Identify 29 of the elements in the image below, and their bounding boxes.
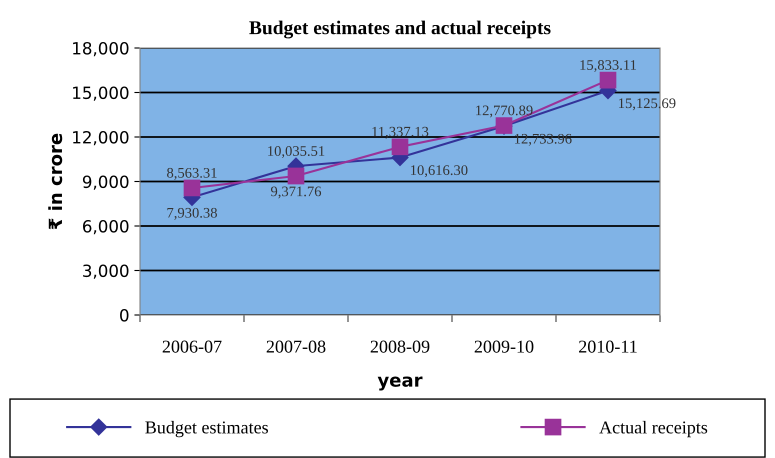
point	[184, 180, 200, 196]
data-label: 7,930.38	[167, 208, 217, 220]
x-tick-label: 2009-10	[474, 340, 534, 353]
y-tick-label: 9,000	[82, 175, 128, 190]
y-tick-label: 12,000	[73, 130, 128, 146]
data-label: 12,770.89	[476, 105, 533, 118]
y-tick-label: 15,000	[73, 86, 128, 101]
data-label: 8,563.31	[167, 168, 217, 180]
point	[288, 168, 304, 184]
y-axis-title: ₹ in crore	[48, 134, 62, 230]
x-axis-title: year	[378, 376, 422, 391]
data-label: 15,833.11	[580, 60, 636, 72]
chart-title: Budget estimates and actual receipts	[249, 20, 551, 38]
y-tick-label: 6,000	[83, 220, 128, 234]
legend-label: Actual receipts	[599, 420, 708, 438]
point	[600, 72, 616, 88]
y-tick-label: 18,000	[73, 42, 128, 56]
legend-label: Budget estimates	[145, 420, 268, 438]
point	[392, 138, 408, 156]
data-label: 10,035.51	[268, 146, 324, 158]
data-label: 11,337.13	[372, 126, 428, 139]
x-tick-label: 2007-08	[266, 340, 326, 353]
y-tick-label: 3,000	[83, 264, 128, 279]
x-tick-label: 2010-11	[579, 340, 637, 353]
y-tick-label: 0	[120, 308, 128, 322]
x-tick-label: 2008-09	[370, 340, 430, 353]
data-label: 9,371.76	[270, 186, 322, 198]
x-tick-label: 2006-07	[162, 340, 222, 353]
data-label: 10,616.30	[411, 165, 468, 178]
